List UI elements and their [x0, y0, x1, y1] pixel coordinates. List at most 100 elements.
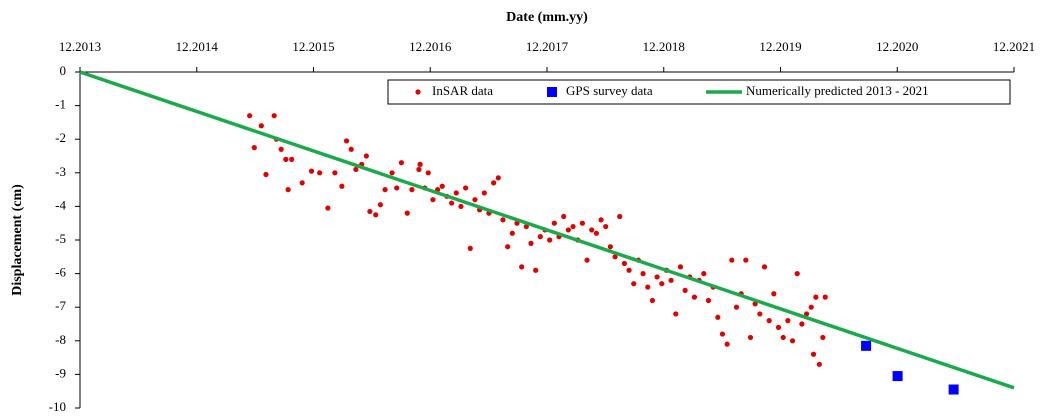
- insar-point: [251, 145, 257, 151]
- insar-point: [339, 183, 345, 189]
- insar-point: [363, 153, 369, 159]
- insar-point: [377, 202, 383, 208]
- insar-point: [677, 264, 684, 270]
- insar-point: [404, 210, 410, 216]
- y-tick-label: -2: [55, 130, 66, 145]
- insar-point: [519, 264, 525, 270]
- insar-point: [509, 230, 515, 236]
- insar-point: [631, 281, 637, 287]
- x-tick-label: 12.2017: [526, 39, 569, 54]
- insar-point: [417, 161, 423, 167]
- insar-point: [626, 267, 632, 273]
- insar-point: [467, 245, 473, 251]
- legend-label: GPS survey data: [566, 83, 653, 98]
- insar-point: [382, 187, 388, 193]
- insar-point: [579, 220, 585, 226]
- insar-point: [409, 187, 415, 193]
- y-tick-label: -4: [55, 197, 66, 212]
- insar-point: [771, 291, 777, 297]
- insar-point: [481, 190, 487, 196]
- x-tick-label: 12.2013: [59, 39, 101, 54]
- insar-point: [343, 138, 350, 144]
- insar-point: [537, 234, 543, 240]
- insar-point: [743, 257, 749, 263]
- insar-point: [565, 227, 571, 233]
- insar-point: [348, 146, 354, 152]
- insar-point: [430, 197, 436, 203]
- insar-point: [724, 341, 730, 347]
- insar-point: [398, 160, 405, 166]
- insar-point: [425, 170, 431, 176]
- insar-point: [654, 274, 660, 280]
- insar-point: [715, 314, 721, 320]
- insar-point: [617, 213, 623, 220]
- insar-point: [621, 260, 628, 267]
- y-tick-label: -1: [55, 97, 66, 112]
- insar-point: [682, 287, 688, 293]
- insar-point: [607, 244, 613, 250]
- insar-point: [416, 166, 422, 173]
- x-tick-label: 12.2019: [759, 39, 801, 54]
- insar-point: [785, 318, 791, 324]
- insar-point: [789, 338, 796, 344]
- insar-point: [394, 185, 400, 191]
- insar-point: [500, 217, 506, 223]
- x-tick-label: 12.2018: [643, 39, 685, 54]
- y-tick-label: -6: [55, 265, 66, 280]
- insar-point: [533, 267, 539, 273]
- x-tick-label: 12.2021: [993, 39, 1035, 54]
- gps-point: [892, 371, 903, 382]
- insar-point: [551, 220, 557, 226]
- insar-point: [794, 271, 800, 277]
- insar-point: [799, 321, 805, 327]
- insar-point: [775, 324, 782, 330]
- insar-point: [808, 304, 814, 310]
- insar-point: [603, 223, 609, 230]
- insar-point: [733, 304, 740, 310]
- insar-point: [659, 281, 665, 287]
- y-tick-label: -7: [55, 298, 66, 313]
- y-tick-label: -10: [49, 399, 66, 414]
- insar-point: [285, 187, 291, 193]
- y-tick-label: -8: [55, 332, 66, 347]
- insar-point: [822, 294, 828, 300]
- y-axis-title: Displacement (cm): [10, 184, 25, 296]
- insar-point: [523, 223, 529, 230]
- y-tick-label: 0: [60, 63, 67, 78]
- insar-point: [747, 334, 754, 341]
- gps-point: [861, 340, 872, 351]
- legend-box: [387, 79, 1011, 105]
- y-tick-label: -3: [55, 164, 66, 179]
- insar-point: [570, 223, 576, 230]
- insar-point: [766, 318, 772, 324]
- insar-point: [757, 311, 763, 317]
- insar-point: [317, 170, 323, 176]
- insar-point: [271, 113, 277, 119]
- insar-point: [353, 166, 359, 173]
- insar-point: [780, 334, 786, 341]
- insar-point: [258, 123, 264, 129]
- insar-point: [584, 257, 590, 263]
- y-tick-label: -9: [55, 365, 66, 380]
- insar-point: [691, 294, 698, 300]
- insar-point: [439, 183, 445, 189]
- insar-point: [308, 168, 315, 174]
- insar-point: [332, 170, 338, 176]
- insar-point: [761, 264, 768, 270]
- insar-point: [263, 171, 269, 178]
- legend-symbol: [415, 89, 421, 95]
- x-tick-label: 12.2014: [176, 39, 219, 54]
- legend-label: InSAR data: [432, 83, 493, 98]
- insar-point: [505, 244, 511, 250]
- insar-point: [640, 271, 646, 277]
- insar-point: [612, 254, 618, 260]
- insar-point: [820, 334, 826, 341]
- insar-point: [325, 205, 331, 211]
- x-axis-title: Date (mm.yy): [506, 10, 588, 25]
- insar-point: [705, 297, 712, 304]
- insar-point: [649, 297, 656, 304]
- insar-point: [495, 175, 501, 181]
- insar-point: [668, 277, 674, 283]
- insar-point: [458, 203, 464, 209]
